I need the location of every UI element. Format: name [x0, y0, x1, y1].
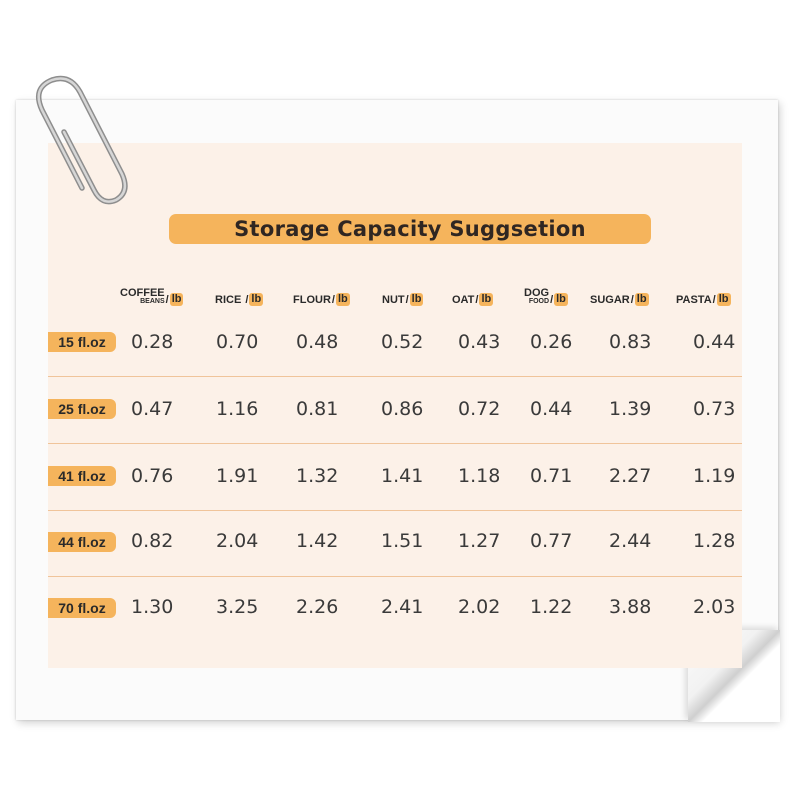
- table-cell: 1.18: [458, 465, 501, 487]
- unit-badge: lb: [335, 293, 350, 306]
- table-cell: 0.86: [381, 398, 424, 420]
- table-cell: 0.52: [381, 331, 424, 353]
- row-size-label: 15 fl.oz: [48, 332, 116, 352]
- table-cell: 0.44: [693, 331, 736, 353]
- table-cell: 0.82: [131, 530, 174, 552]
- table-cell: 2.44: [609, 530, 652, 552]
- table-cell: 1.16: [216, 398, 259, 420]
- column-name: PASTA: [676, 294, 712, 306]
- column-header-pasta: PASTA / lb: [676, 293, 731, 306]
- paperclip-icon: [35, 75, 128, 205]
- table-cell: 1.27: [458, 530, 501, 552]
- table-cell: 2.03: [693, 596, 736, 618]
- table-cell: 1.28: [693, 530, 736, 552]
- page-title: Storage Capacity Suggsetion: [234, 217, 586, 241]
- table-cell: 3.88: [609, 596, 652, 618]
- table-cell: 2.26: [296, 596, 339, 618]
- column-name: RICE: [215, 294, 242, 306]
- row-size-label: 70 fl.oz: [48, 598, 116, 618]
- title-banner: Storage Capacity Suggsetion: [169, 214, 651, 244]
- table-cell: 0.47: [131, 398, 174, 420]
- table-cell: 1.22: [530, 596, 573, 618]
- unit-badge: lb: [716, 293, 731, 306]
- column-name: DOG: [524, 287, 550, 299]
- column-header-rice: RICE / lb: [215, 293, 264, 306]
- unit-badge: lb: [249, 293, 264, 306]
- table-cell: 2.41: [381, 596, 424, 618]
- table-cell: 1.91: [216, 465, 259, 487]
- row-divider: [48, 576, 742, 577]
- column-name: SUGAR: [590, 294, 630, 306]
- column-name: NUT: [382, 294, 405, 306]
- table-cell: 0.72: [458, 398, 501, 420]
- table-cell: 0.71: [530, 465, 573, 487]
- row-size-label: 44 fl.oz: [48, 532, 116, 552]
- table-cell: 0.48: [296, 331, 339, 353]
- row-size-label: 25 fl.oz: [48, 399, 116, 419]
- unit-badge: lb: [554, 293, 568, 306]
- table-cell: 0.43: [458, 331, 501, 353]
- table-cell: 1.41: [381, 465, 424, 487]
- row-divider: [48, 443, 742, 444]
- table-cell: 1.39: [609, 398, 652, 420]
- table-cell: 0.77: [530, 530, 573, 552]
- row-size-label: 41 fl.oz: [48, 466, 116, 486]
- table-cell: 0.83: [609, 331, 652, 353]
- table-cell: 0.28: [131, 331, 174, 353]
- column-header-dog-food: DOG FOOD / lb: [524, 287, 568, 306]
- column-name: FLOUR: [293, 294, 331, 306]
- table-cell: 0.76: [131, 465, 174, 487]
- table-cell: 0.73: [693, 398, 736, 420]
- column-subname: BEANS: [140, 298, 165, 305]
- unit-badge: lb: [409, 293, 424, 306]
- table-cell: 1.42: [296, 530, 339, 552]
- table-cell: 0.44: [530, 398, 573, 420]
- column-header-oat: OAT / lb: [452, 293, 494, 306]
- table-cell: 0.26: [530, 331, 573, 353]
- unit-badge: lb: [169, 293, 184, 306]
- table-cell: 0.81: [296, 398, 339, 420]
- table-cell: 1.51: [381, 530, 424, 552]
- table-cell: 0.70: [216, 331, 259, 353]
- table-cell: 1.19: [693, 465, 736, 487]
- column-header-flour: FLOUR / lb: [293, 293, 350, 306]
- column-header-nut: NUT / lb: [382, 293, 424, 306]
- table-cell: 2.04: [216, 530, 259, 552]
- column-header-sugar: SUGAR / lb: [590, 293, 649, 306]
- column-name: OAT: [452, 294, 475, 306]
- column-name: COFFEE: [120, 287, 165, 299]
- unit-badge: lb: [634, 293, 649, 306]
- table-cell: 2.27: [609, 465, 652, 487]
- column-header-coffee-beans: COFFEE BEANS / lb: [120, 287, 184, 306]
- table-cell: 1.30: [131, 596, 174, 618]
- unit-badge: lb: [479, 293, 494, 306]
- row-divider: [48, 510, 742, 511]
- column-subname: FOOD: [528, 298, 550, 305]
- row-divider: [48, 376, 742, 377]
- table-cell: 1.32: [296, 465, 339, 487]
- table-cell: 2.02: [458, 596, 501, 618]
- table-cell: 3.25: [216, 596, 259, 618]
